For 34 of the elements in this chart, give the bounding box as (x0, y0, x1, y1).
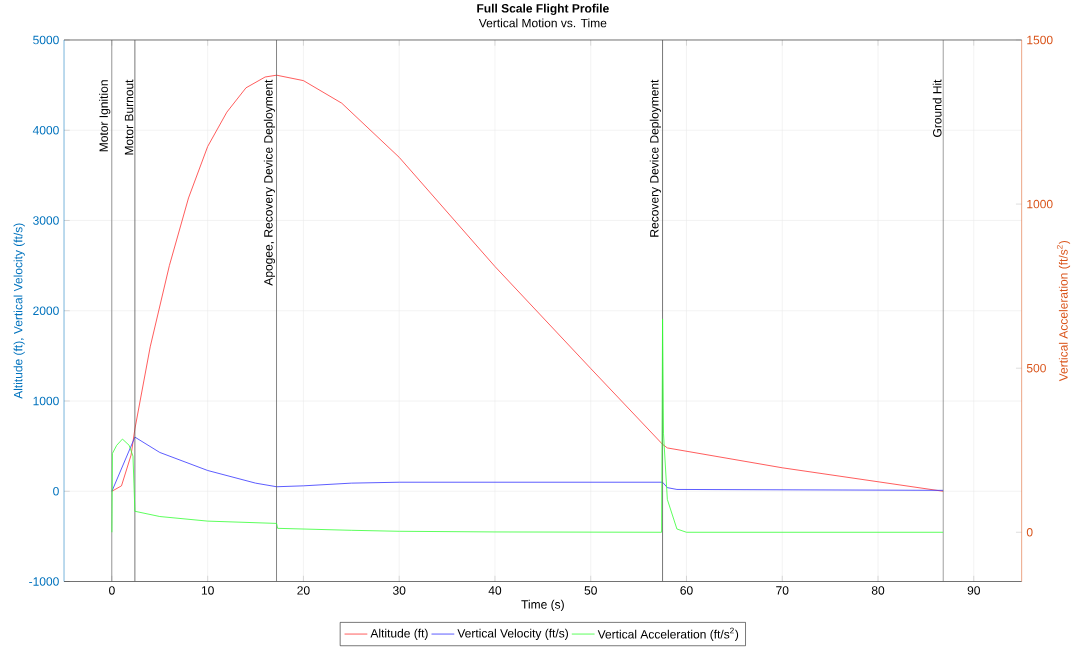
ref-line-label: Motor Ignition (99, 80, 111, 152)
y-tick-label: -1000 (29, 577, 59, 586)
y-tick-label: 2000 (33, 306, 59, 315)
x-tick-label: 0 (109, 586, 115, 595)
y2-tick-label: 1000 (1027, 199, 1053, 209)
y2-tick-label: 1500 (1027, 35, 1053, 45)
ref-line-label: Motor Burnout (124, 79, 134, 155)
x-tick-label: 30 (392, 586, 406, 595)
y-tick-label: 3000 (33, 216, 59, 225)
chart-subtitle: Vertical Motion vs. Time (478, 18, 607, 28)
y2-tick-label: 0 (1026, 527, 1033, 537)
legend-label: Altitude (ft) (370, 628, 428, 640)
y-tick-label: 0 (53, 486, 59, 496)
x-tick-label: 40 (488, 586, 502, 595)
legend-label: Vertical Velocity (ft/s) (457, 628, 568, 640)
ref-line-label: Recovery Device Deployment (649, 79, 661, 237)
y2-axis-title: Vertical Acceleration (ft/s$^{2}$) (1056, 240, 1071, 382)
y2-tick-label: 500 (1026, 363, 1046, 373)
x-tick-label: 20 (297, 586, 310, 595)
chart-title: Full Scale Flight Profile (477, 3, 609, 15)
legend-label: Vertical Acceleration (ft/s$^{2}$) (597, 627, 739, 641)
x-tick-label: 50 (584, 586, 597, 595)
x-tick-label: 80 (871, 586, 885, 595)
y-tick-label: 4000 (32, 125, 59, 135)
x-tick-label: 10 (201, 586, 214, 595)
x-tick-label: 70 (776, 586, 789, 595)
y-tick-label: 1000 (33, 396, 59, 406)
x-axis-title: Time (s) (521, 599, 564, 611)
ref-line-label: Apogee, Recovery Device Deployment (263, 79, 276, 286)
y-axis-title: Altitude (ft), Vertical Velocity (ft/s) (13, 223, 25, 399)
y-tick-label: 5000 (33, 35, 59, 45)
x-tick-label: 90 (967, 586, 980, 595)
x-tick-label: 60 (680, 586, 693, 595)
ref-line-label: Ground Hit (932, 79, 942, 137)
